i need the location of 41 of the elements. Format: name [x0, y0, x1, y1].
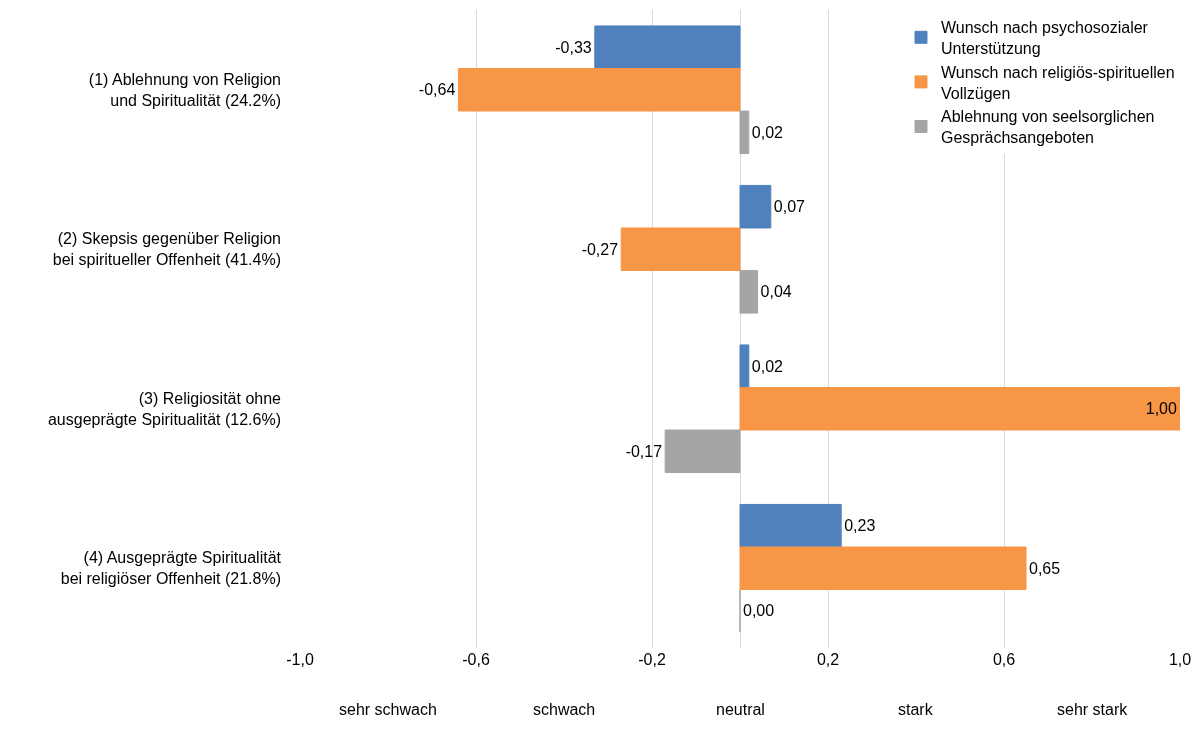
x-tick-label: -1,0: [286, 651, 314, 668]
legend-label: Wunsch nach religiös-spirituellen Vollzügen: [941, 63, 1175, 102]
bar: [594, 25, 741, 69]
y-tick-label: (1) Ablehnung von Religion und Spiritualität (24.2%): [88, 70, 281, 109]
data-label: 0,65: [1029, 559, 1061, 577]
bar: [739, 386, 1180, 431]
data-label: 0,00: [743, 602, 775, 620]
bar: [739, 503, 842, 548]
y-tick-label: (4) Ausgeprägte Spiritualität bei religiöser Offenheit (21.8%): [60, 549, 282, 588]
x-tick-label: 1,0: [1168, 651, 1192, 668]
data-label: 0,23: [844, 517, 876, 535]
data-label: 0,02: [751, 357, 784, 375]
data-label: -0,64: [418, 81, 456, 99]
data-label: 0,07: [773, 198, 806, 216]
data-label: 0,04: [760, 283, 792, 301]
bar: [664, 429, 741, 474]
x-tick-label: -0,6: [462, 651, 490, 668]
data-label: 0,02: [751, 123, 784, 141]
x-tick-label: 0,6: [992, 651, 1016, 668]
text: schwach: [533, 701, 596, 718]
text: sehr schwach: [339, 701, 437, 718]
legend-label: Wunsch nach psychosozialer Unterstützung: [941, 19, 1149, 57]
bar: [739, 184, 772, 229]
data-label: 1,00: [1145, 400, 1177, 418]
bar: [620, 227, 741, 272]
bar: [739, 344, 750, 388]
data-label: -0,27: [581, 240, 619, 258]
x-tick-label: -0,2: [638, 651, 666, 668]
bar: [739, 270, 759, 314]
data-label: -0,33: [555, 38, 592, 56]
bar: [457, 67, 741, 112]
bar: [739, 546, 1027, 591]
data-label: -0,17: [625, 442, 663, 460]
bar: [739, 110, 750, 155]
y-tick-label: (3) Religiosität ohne ausgeprägte Spiritualität (12.6%): [47, 389, 282, 428]
text: neutral: [716, 701, 765, 718]
text: sehr stark: [1057, 701, 1129, 718]
text: stark: [898, 701, 934, 718]
legend-label: Ablehnung von seelsorglichen Gesprächsangeboten: [941, 108, 1155, 147]
y-tick-label: (2) Skepsis gegenüber Religion bei spiritueller Offenheit (41.4%): [52, 230, 281, 269]
x-tick-label: 0,2: [816, 651, 840, 668]
